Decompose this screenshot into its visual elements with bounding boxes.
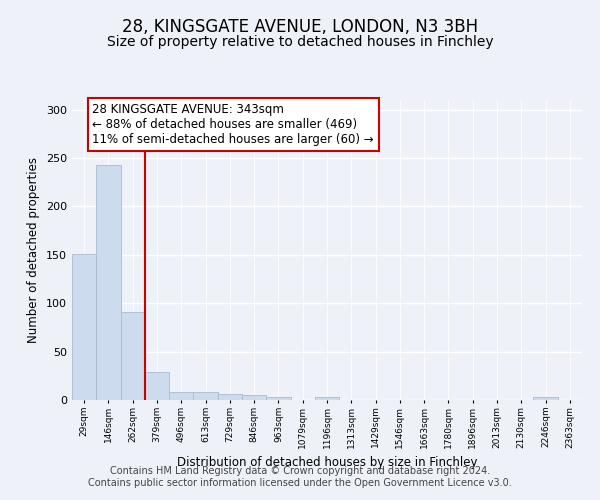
Bar (533, 397, 558, 400)
Bar (169, 392, 193, 400)
X-axis label: Distribution of detached houses by size in Finchley: Distribution of detached houses by size … (177, 456, 477, 469)
Bar (193, 392, 218, 400)
Text: Contains HM Land Registry data © Crown copyright and database right 2024.
Contai: Contains HM Land Registry data © Crown c… (88, 466, 512, 487)
Bar (315, 397, 339, 400)
Bar (96, 165, 121, 400)
Bar (266, 397, 290, 400)
Bar (121, 312, 145, 400)
Bar (145, 372, 169, 400)
Text: 28 KINGSGATE AVENUE: 343sqm
← 88% of detached houses are smaller (469)
11% of se: 28 KINGSGATE AVENUE: 343sqm ← 88% of det… (92, 103, 374, 146)
Bar (72, 254, 96, 400)
Y-axis label: Number of detached properties: Number of detached properties (28, 157, 40, 343)
Bar (218, 394, 242, 400)
Text: 28, KINGSGATE AVENUE, LONDON, N3 3BH: 28, KINGSGATE AVENUE, LONDON, N3 3BH (122, 18, 478, 36)
Bar (242, 395, 266, 400)
Text: Size of property relative to detached houses in Finchley: Size of property relative to detached ho… (107, 35, 493, 49)
